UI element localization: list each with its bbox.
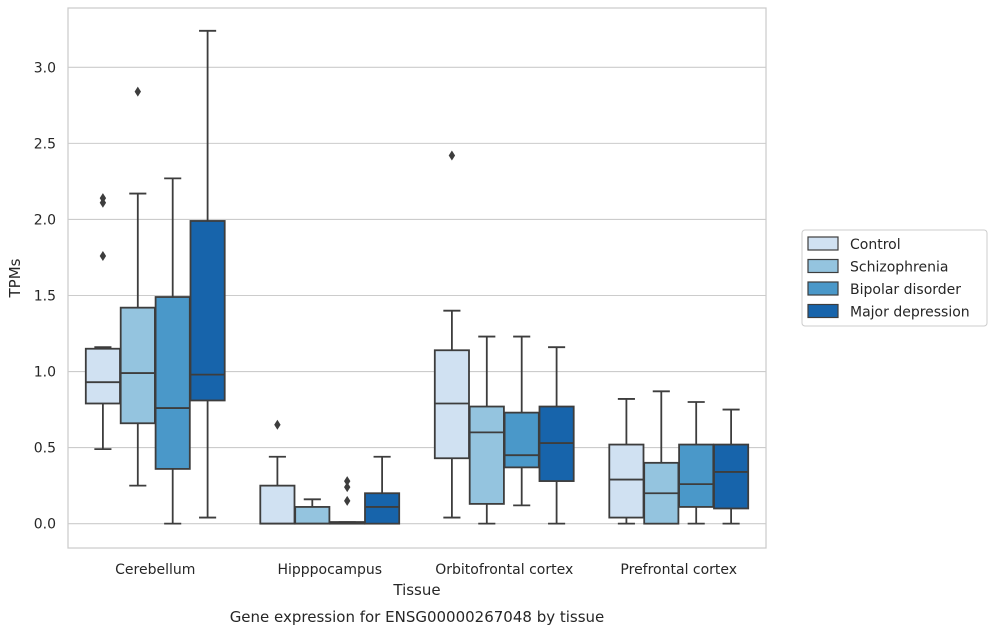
box-groups [84, 29, 750, 525]
legend-label: Major depression [850, 305, 970, 321]
legend-frame [801, 229, 988, 327]
box-body [84, 347, 121, 405]
legend-label: Control [850, 237, 901, 253]
x-axis-label: Tissue [392, 581, 440, 599]
box-major-depression [189, 29, 226, 519]
legend-swatch [807, 236, 839, 251]
y-tick-labels: 0.0 0.5 1.0 1.5 2.0 2.5 3.0 [34, 60, 56, 532]
outlier-point [344, 482, 351, 493]
box-bipolar-disorder [503, 335, 540, 507]
legend-swatch [807, 258, 839, 274]
box-body [294, 506, 331, 525]
y-tick-label: 2.0 [34, 212, 56, 228]
box-bipolar-disorder [154, 177, 191, 525]
box-body [468, 405, 505, 505]
outlier-point [344, 495, 351, 506]
y-tick-label: 3.0 [34, 60, 56, 76]
y-tick-label: 2.5 [34, 136, 56, 152]
box-control [433, 150, 470, 519]
y-tick-label: 1.0 [34, 365, 56, 381]
box-body [503, 411, 540, 469]
box-major-depression [364, 455, 401, 525]
outlier-point [344, 476, 351, 487]
outlier-point [274, 419, 281, 430]
y-tick-label: 1.5 [34, 288, 56, 304]
box-control [259, 419, 296, 525]
box-body [154, 296, 191, 470]
y-tick-label: 0.0 [34, 517, 56, 533]
outlier-point [99, 193, 107, 204]
figure-caption: Gene expression for ENSG00000267048 by t… [230, 608, 605, 626]
y-tick-label: 0.5 [34, 441, 56, 457]
box-body [713, 443, 750, 510]
x-tick-label: Cerebellum [115, 562, 195, 578]
box-body [259, 484, 296, 525]
legend-label: Bipolar disorder [850, 282, 961, 298]
outlier-point [448, 150, 456, 161]
legend-swatch [807, 303, 839, 319]
outlier-point [99, 250, 107, 261]
outlier-point [134, 86, 141, 97]
box-major-depression [538, 346, 575, 525]
box-control [608, 398, 645, 525]
box-major-depression [713, 408, 750, 525]
box-body [189, 220, 226, 402]
x-tick-label: Hipppocampus [277, 562, 382, 578]
box-bipolar-disorder [678, 401, 715, 525]
box-body [608, 443, 645, 519]
box-body [364, 492, 401, 525]
box-schizophrenia [643, 390, 680, 525]
y-axis-label: TPMs [6, 258, 24, 298]
legend-swatch [807, 281, 839, 296]
box-schizophrenia [468, 335, 505, 525]
legend-label: Schizophrenia [850, 260, 948, 276]
box-schizophrenia [294, 498, 331, 525]
legend: Control Schizophrenia Bipolar disorder Majo… [801, 229, 988, 327]
box-body [678, 443, 715, 508]
box-body [119, 306, 156, 425]
x-tick-label: Prefrontal cortex [620, 562, 737, 578]
x-tick-labels: Cerebellum Hipppocampus Orbitofrontal cort… [115, 562, 737, 578]
plot-frame [67, 7, 767, 549]
x-tick-label: Orbitofrontal cortex [435, 562, 573, 578]
